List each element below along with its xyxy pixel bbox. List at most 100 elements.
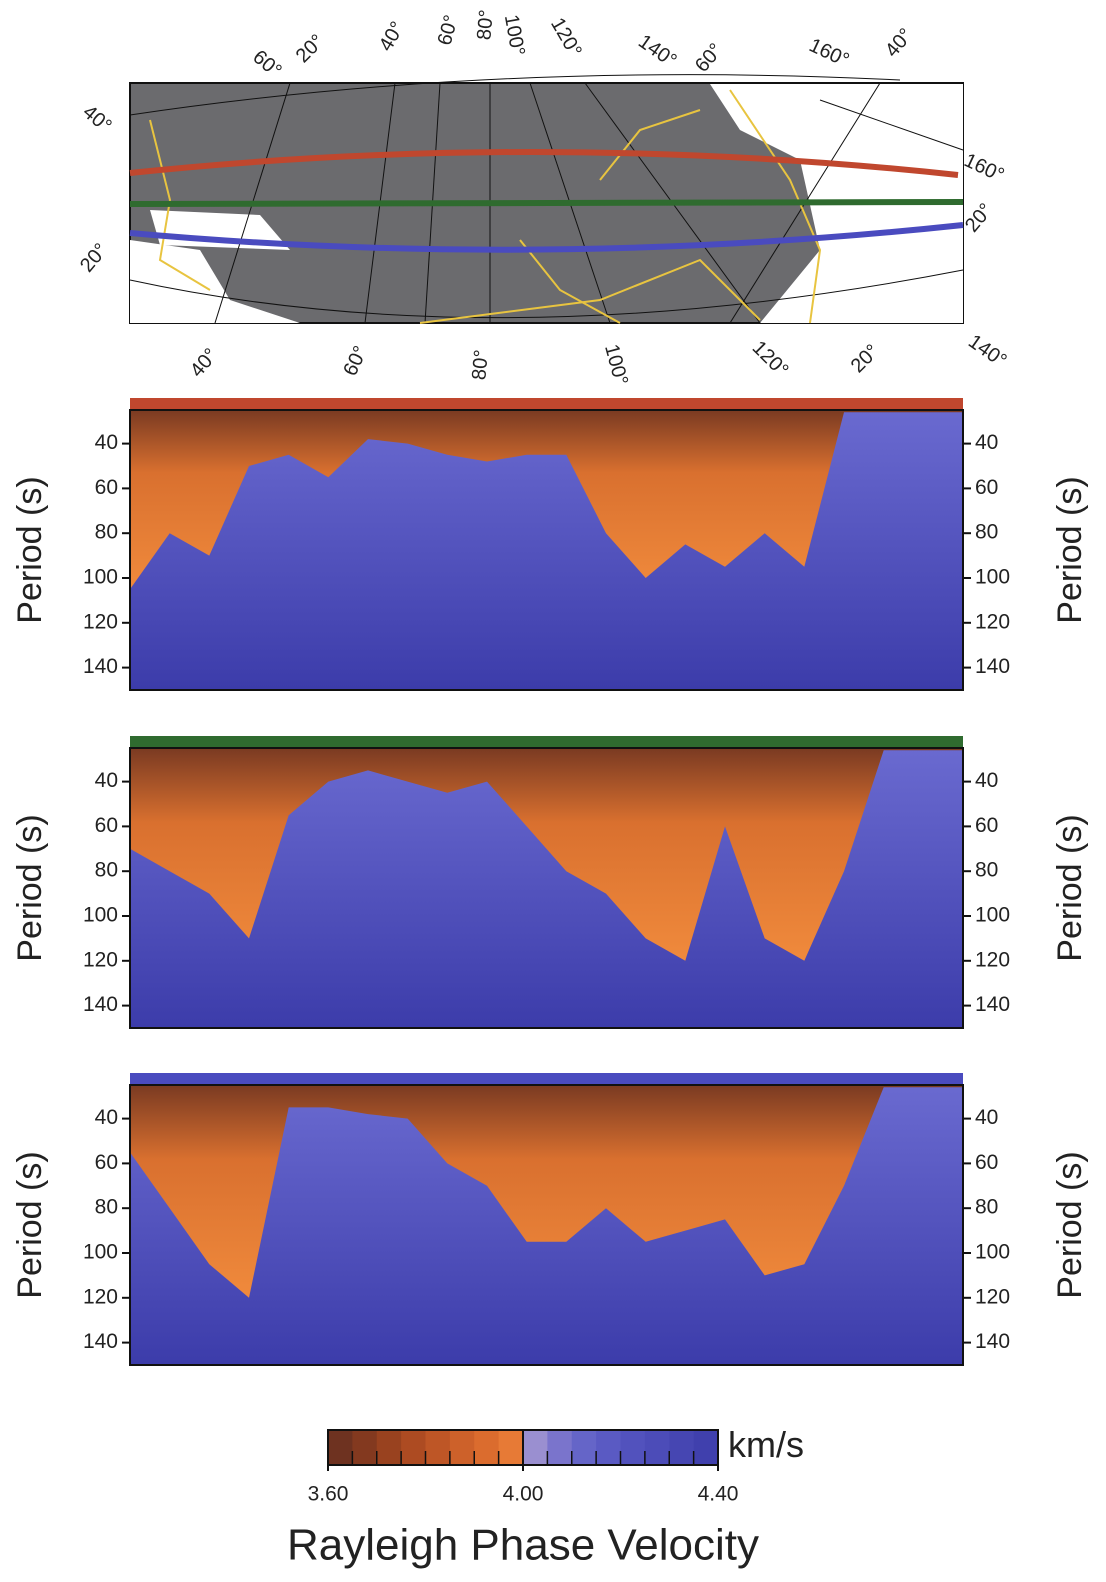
map-label: 60° bbox=[691, 39, 727, 76]
map-label: 40° bbox=[881, 24, 917, 61]
y-tick-label: 120 bbox=[83, 610, 118, 633]
y-tick-label: 120 bbox=[975, 610, 1010, 633]
panel-frame bbox=[129, 409, 964, 691]
map-label: 20° bbox=[292, 30, 329, 67]
colorbar-tick-label: 4.00 bbox=[503, 1483, 544, 1506]
map: 60° 20° 40° 60° 80° 100° 120° 140° 60° 1… bbox=[76, 9, 1011, 388]
y-tick-label: 100 bbox=[975, 566, 1010, 589]
y-tick-label: 40 bbox=[95, 1106, 118, 1129]
y-tick-label: 80 bbox=[95, 859, 118, 882]
map-label: 80° bbox=[468, 349, 493, 381]
map-label: 60° bbox=[248, 46, 285, 82]
y-axis-label: Period (s) bbox=[11, 476, 49, 623]
y-tick-label: 40 bbox=[975, 431, 998, 454]
velocity-slow-region bbox=[130, 410, 963, 590]
colorbar-cell bbox=[498, 1430, 524, 1465]
y-tick-label: 60 bbox=[95, 1151, 118, 1174]
map-label: 40° bbox=[375, 18, 409, 55]
colorbar-cell bbox=[352, 1430, 378, 1465]
y-tick-label: 140 bbox=[83, 655, 118, 678]
y-tick-label: 60 bbox=[975, 476, 998, 499]
panel-frame bbox=[129, 747, 964, 1029]
ocean bbox=[130, 240, 300, 323]
profile-color-bar bbox=[130, 1073, 963, 1085]
map-labels: 60° 20° 40° 60° 80° 100° 120° 140° 60° 1… bbox=[76, 9, 1011, 388]
colorbar-cell bbox=[644, 1430, 670, 1465]
colorbar-unit: km/s bbox=[728, 1424, 804, 1465]
colorbar-title: Rayleigh Phase Velocity bbox=[287, 1521, 759, 1570]
map-label: 20° bbox=[847, 340, 884, 377]
y-tick-label: 60 bbox=[95, 814, 118, 837]
colorbar-cell bbox=[620, 1430, 646, 1465]
y-tick-label: 80 bbox=[95, 1196, 118, 1219]
map-label: 40° bbox=[186, 344, 222, 381]
y-tick-label: 140 bbox=[975, 1330, 1010, 1353]
y-tick-label: 140 bbox=[83, 993, 118, 1016]
colorbar-cell bbox=[328, 1430, 353, 1465]
colorbar-cell bbox=[571, 1430, 597, 1465]
velocity-slow-region bbox=[130, 748, 963, 961]
y-tick-label: 100 bbox=[83, 904, 118, 927]
profile-line bbox=[129, 222, 964, 253]
map-label: 100° bbox=[600, 342, 632, 388]
profile-color-bar bbox=[130, 398, 963, 410]
y-tick-label: 120 bbox=[975, 1285, 1010, 1308]
colorbar-cell bbox=[693, 1430, 719, 1465]
colorbar-cell bbox=[547, 1430, 573, 1465]
colorbar-tick-label: 4.40 bbox=[698, 1483, 739, 1506]
map-label: 80° bbox=[473, 9, 498, 41]
y-tick-label: 120 bbox=[83, 948, 118, 971]
y-tick-label: 80 bbox=[975, 521, 998, 544]
colorbar-cell bbox=[596, 1430, 621, 1465]
panel-frame bbox=[129, 1084, 964, 1366]
y-axis-label: Period (s) bbox=[1051, 476, 1089, 623]
y-axis-label: Period (s) bbox=[11, 1151, 49, 1298]
map-label: 140° bbox=[964, 330, 1011, 372]
y-tick-label: 80 bbox=[95, 521, 118, 544]
y-tick-label: 40 bbox=[95, 431, 118, 454]
y-tick-label: 100 bbox=[975, 1241, 1010, 1264]
velocity-slow-region bbox=[130, 1085, 963, 1298]
map-label: 160° bbox=[806, 34, 853, 71]
map-label: 20° bbox=[76, 239, 112, 276]
colorbar-cell bbox=[669, 1430, 695, 1465]
y-tick-label: 80 bbox=[975, 859, 998, 882]
map-label: 140° bbox=[634, 30, 681, 72]
y-tick-label: 140 bbox=[975, 655, 1010, 678]
map-label: 60° bbox=[434, 13, 463, 48]
map-label: 100° bbox=[500, 13, 529, 58]
colorbar-cell bbox=[449, 1430, 475, 1465]
y-tick-label: 120 bbox=[83, 1285, 118, 1308]
map-label: 40° bbox=[78, 101, 115, 137]
y-tick-label: 140 bbox=[83, 1330, 118, 1353]
y-tick-label: 140 bbox=[975, 993, 1010, 1016]
y-axis-label: Period (s) bbox=[11, 814, 49, 961]
y-tick-label: 80 bbox=[975, 1196, 998, 1219]
y-tick-label: 60 bbox=[95, 476, 118, 499]
map-label: 20° bbox=[961, 199, 997, 236]
colorbar-cell bbox=[376, 1430, 402, 1465]
y-tick-label: 120 bbox=[975, 948, 1010, 971]
colorbar-cell bbox=[401, 1430, 426, 1465]
y-tick-label: 60 bbox=[975, 814, 998, 837]
colorbar-cell bbox=[474, 1430, 500, 1465]
y-tick-label: 100 bbox=[975, 904, 1010, 927]
y-tick-label: 60 bbox=[975, 1151, 998, 1174]
profile-line bbox=[129, 199, 964, 207]
profile-line bbox=[129, 148, 959, 178]
map-label: 160° bbox=[961, 149, 1008, 186]
map-label: 120° bbox=[748, 337, 793, 382]
colorbar-cell bbox=[425, 1430, 451, 1465]
y-tick-label: 100 bbox=[83, 566, 118, 589]
plate-boundaries bbox=[149, 89, 822, 324]
y-tick-label: 40 bbox=[95, 769, 118, 792]
y-axis-label: Period (s) bbox=[1051, 1151, 1089, 1298]
colorbar-tick-label: 3.60 bbox=[308, 1483, 349, 1506]
y-tick-label: 100 bbox=[83, 1241, 118, 1264]
y-tick-label: 40 bbox=[975, 769, 998, 792]
colorbar-cell bbox=[523, 1430, 548, 1465]
map-label: 60° bbox=[339, 343, 372, 380]
map-label: 120° bbox=[546, 14, 586, 61]
y-axis-label: Period (s) bbox=[1051, 814, 1089, 961]
